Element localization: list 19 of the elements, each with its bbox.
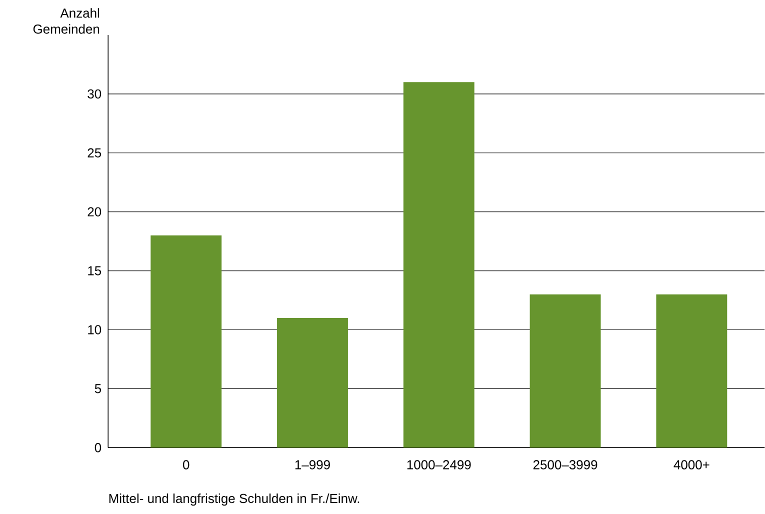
- x-tick-label: 1000–2499: [407, 460, 471, 470]
- x-tick-label: 0: [182, 460, 190, 470]
- bar: [403, 82, 474, 448]
- x-tick-label: 1–999: [295, 460, 330, 470]
- x-tick-label: 4000+: [674, 460, 710, 470]
- y-tick-label: 30: [88, 90, 102, 99]
- y-tick-label: 0: [94, 443, 102, 452]
- bar: [530, 294, 601, 448]
- x-tick-label: 2500–3999: [533, 460, 598, 470]
- bar: [656, 294, 728, 448]
- y-tick-label: 5: [94, 384, 102, 394]
- x-axis-title: Mittel- und langfristige Schulden in Fr./Einw.: [109, 494, 360, 506]
- y-tick-label: 25: [88, 148, 102, 158]
- y-axis-title: Anzahl Gemeinden: [33, 8, 100, 34]
- y-tick-label: 20: [88, 207, 102, 217]
- bar: [277, 318, 348, 448]
- bar: [150, 236, 222, 448]
- y-tick-label: 15: [88, 266, 102, 276]
- y-tick-label: 10: [88, 325, 102, 335]
